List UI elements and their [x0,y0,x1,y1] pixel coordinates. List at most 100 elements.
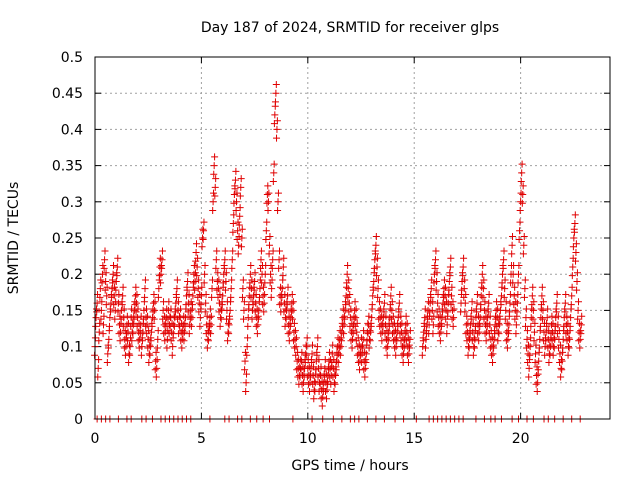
data-point [521,276,529,284]
data-point [429,321,437,329]
data-point [198,243,206,251]
data-point [432,286,440,294]
data-point [210,170,218,178]
data-point [291,344,299,352]
data-point [395,308,403,316]
data-point [517,189,525,197]
axis-ticks [94,56,610,420]
data-point [269,178,277,186]
data-point [134,314,142,322]
data-point [382,312,390,320]
data-point [288,299,296,307]
data-point [332,366,340,374]
data-point [291,327,299,335]
data-point [447,292,455,300]
data-point [225,321,233,329]
data-point [552,308,560,316]
data-point [143,321,151,329]
data-point [526,343,534,351]
data-point [158,256,166,264]
data-point [109,279,117,287]
data-point [134,305,142,313]
data-point [341,306,349,314]
data-point [331,370,339,378]
data-point [388,298,396,306]
data-point [529,306,537,314]
data-point [204,337,212,345]
data-point [348,344,356,352]
data-point [149,308,157,316]
data-point [272,81,280,89]
data-point [476,322,484,330]
data-point [291,335,299,343]
data-point [446,263,454,271]
data-point [519,182,527,190]
data-point [308,341,316,349]
data-point [340,330,348,338]
data-point [244,314,252,322]
data-point [224,337,232,345]
data-point [512,321,520,329]
data-point [337,337,345,345]
data-point [391,335,399,343]
data-point [208,293,216,301]
data-point [289,306,297,314]
data-point [122,330,130,338]
data-point [278,293,286,301]
data-point [256,293,264,301]
data-point [213,247,221,255]
data-point [141,276,149,284]
data-point [302,350,310,358]
data-point [427,293,435,301]
data-point [567,314,575,322]
data-point [191,286,199,294]
data-point [471,335,479,343]
data-point [577,330,585,338]
data-point [569,263,577,271]
data-point [508,250,516,258]
data-point [459,263,467,271]
data-point [180,328,188,336]
data-point [517,178,525,186]
data-point [197,301,205,309]
data-point [501,276,509,284]
data-point [575,337,583,345]
data-point [353,319,361,327]
data-point [212,264,220,272]
data-point [489,359,497,367]
data-point [212,256,220,264]
data-point [146,351,154,359]
data-point [200,227,208,235]
data-point [186,321,194,329]
data-point [103,283,111,291]
data-point [187,298,195,306]
data-point [479,262,487,270]
tick-labels: 0 0.05 0.1 0.15 0.2 0.25 0.3 0.35 0.4 0.45 0.5 0 5 10… [52,50,530,447]
data-point [514,290,522,298]
data-point [198,234,206,242]
data-point [103,292,111,300]
data-point [273,134,281,142]
y-tick-label: 0.1 [61,340,83,356]
data-point [554,321,562,329]
data-point [339,314,347,322]
data-point [510,292,518,300]
data-point [368,301,376,309]
data-point [286,322,294,330]
data-point [388,306,396,314]
data-point [563,312,571,320]
data-point [269,247,277,255]
data-point [277,283,285,291]
data-point [132,283,140,291]
data-point [179,330,187,338]
data-point [284,292,292,300]
data-point [495,319,503,327]
data-point [539,298,547,306]
data-point [267,262,275,270]
y-tick-label: 0.4 [61,122,83,138]
data-point [153,356,161,364]
data-point [578,312,586,320]
data-point [503,328,511,336]
data-point [570,228,578,236]
data-point [104,344,112,352]
